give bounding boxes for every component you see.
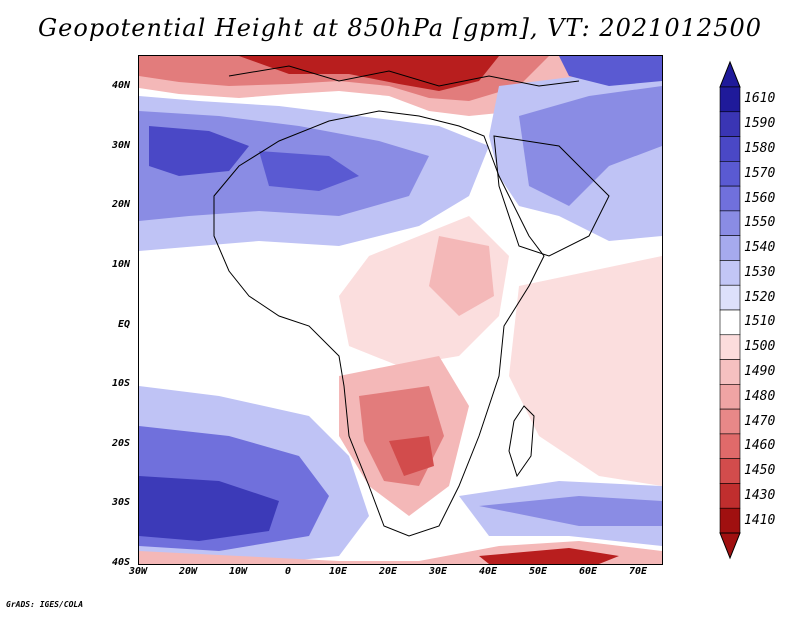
ne-blue-top (559, 56, 662, 86)
colorbar-cell (719, 185, 741, 212)
central-pink-2 (429, 236, 494, 316)
x-tick-30e: 30E (428, 566, 448, 577)
colorbar-label: 1590 (744, 116, 776, 132)
colorbar-label: 1470 (744, 413, 776, 429)
y-tick-20s: 20S (111, 438, 130, 449)
colorbar-label: 1550 (744, 215, 776, 231)
south-atlantic-core (139, 476, 279, 541)
colorbar-cell (719, 433, 741, 459)
colorbar-cells (719, 86, 741, 534)
colorbar-cell (719, 309, 741, 336)
y-tick-10s: 10S (111, 378, 130, 389)
colorbar-cell (719, 458, 741, 484)
colorbar (719, 60, 741, 560)
x-tick-10e: 10E (328, 566, 348, 577)
colorbar-bottom-arrow (719, 532, 741, 560)
colorbar-cell (719, 260, 741, 286)
colorbar-cell (719, 86, 741, 113)
map-panel (138, 55, 663, 565)
y-tick-eq: EQ (117, 319, 130, 330)
north-red-dark (239, 56, 499, 91)
footer-credit: GrADS: IGES/COLA (6, 600, 84, 609)
y-tick-30n: 30N (111, 140, 130, 151)
colorbar-label: 1410 (744, 512, 776, 528)
colorbar-label: 1450 (744, 463, 776, 479)
x-tick-40e: 40E (478, 566, 498, 577)
colorbar-cell (719, 111, 741, 137)
colorbar-label: 1430 (744, 487, 776, 503)
colorbar-cell (719, 161, 741, 187)
colorbar-cell (719, 210, 741, 236)
colorbar-label: 1540 (744, 240, 776, 256)
madagascar-outline (508, 405, 535, 478)
x-tick-20e: 20E (378, 566, 398, 577)
colorbar-label: 1490 (744, 363, 776, 379)
nw-blue-core (149, 126, 249, 176)
colorbar-cell (719, 136, 741, 162)
geopotential-field (139, 56, 662, 564)
colorbar-label: 1460 (744, 438, 776, 454)
south-edge-red-core (479, 548, 619, 564)
indian-ocean-pink (509, 256, 662, 486)
south-africa-core (389, 436, 434, 476)
y-tick-40n: 40N (111, 80, 130, 91)
colorbar-label: 1530 (744, 264, 776, 280)
nw-blue-core-2 (259, 151, 359, 191)
colorbar-cell (719, 235, 741, 261)
colorbar-cell (719, 359, 741, 385)
arabia-outline (493, 135, 610, 257)
x-tick-50e: 50E (528, 566, 548, 577)
x-tick-20w: 20W (178, 566, 198, 577)
colorbar-label: 1510 (744, 314, 776, 330)
europe-coast (228, 65, 580, 87)
colorbar-cell (719, 284, 741, 311)
x-tick-70e: 70E (628, 566, 648, 577)
colorbar-cell (719, 334, 741, 360)
colorbar-label: 1500 (744, 339, 776, 355)
south-indian-mid (479, 496, 662, 526)
colorbar-top-arrow (719, 60, 741, 88)
x-tick-60e: 60E (578, 566, 598, 577)
colorbar-cell (719, 483, 741, 509)
colorbar-label: 1610 (744, 91, 776, 107)
africa-coastline (213, 110, 545, 537)
x-tick-10w: 10W (228, 566, 248, 577)
y-tick-20n: 20N (111, 199, 130, 210)
ne-blue-core (519, 86, 662, 206)
colorbar-cell (719, 507, 741, 534)
colorbar-cell (719, 408, 741, 435)
colorbar-label: 1520 (744, 289, 776, 305)
colorbar-label: 1560 (744, 190, 776, 206)
colorbar-cell (719, 384, 741, 410)
x-tick-30w: 30W (128, 566, 148, 577)
y-tick-30s: 30S (111, 497, 130, 508)
chart-title: Geopotential Height at 850hPa [gpm], VT:… (38, 14, 762, 42)
y-tick-10n: 10N (111, 259, 130, 270)
colorbar-label: 1480 (744, 388, 776, 404)
colorbar-label: 1580 (744, 140, 776, 156)
x-tick-0: 0 (284, 566, 292, 577)
colorbar-label: 1570 (744, 165, 776, 181)
y-tick-40s: 40S (111, 557, 130, 568)
